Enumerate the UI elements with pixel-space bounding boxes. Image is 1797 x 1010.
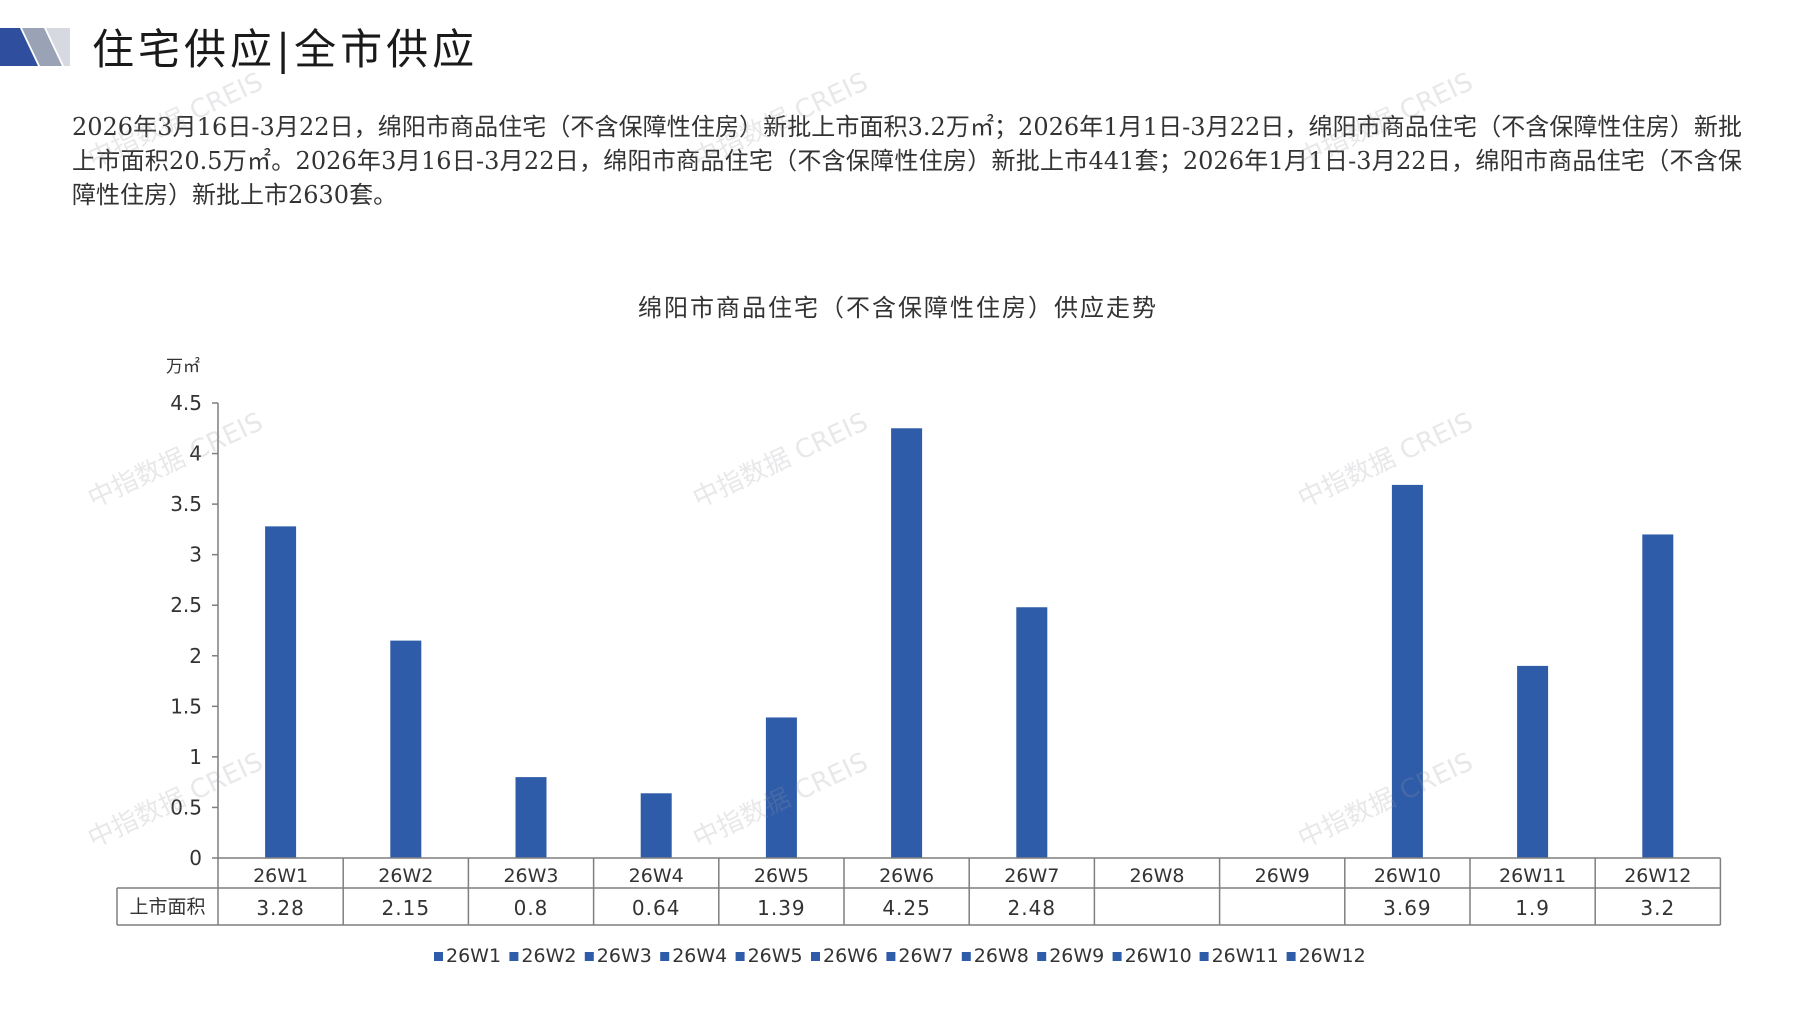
y-axis-unit-label: 万㎡: [166, 357, 200, 377]
bar-26w2: [390, 640, 422, 858]
chart-title: 绵阳市商品住宅（不含保障性住房）供应走势: [638, 294, 1158, 322]
data-label: 2.48: [1008, 896, 1057, 920]
legend-swatch: [1199, 952, 1209, 961]
bar-26w3: [515, 777, 547, 858]
data-label: 3.69: [1383, 896, 1432, 920]
table-series-label: 上市面积: [129, 896, 205, 918]
bar-26w5: [765, 717, 797, 858]
bar-26w12: [1642, 534, 1674, 858]
legend-entry: 26W6: [823, 945, 878, 967]
legend-entry: 26W7: [898, 945, 953, 967]
legend-swatch: [1286, 952, 1296, 961]
legend-swatch: [660, 952, 670, 961]
brand-logo-icon: [0, 28, 70, 66]
y-tick-label: 0.5: [170, 795, 202, 819]
y-tick-label: 3.5: [170, 492, 202, 516]
bar-26w11: [1517, 665, 1549, 858]
legend-swatch: [886, 952, 896, 961]
x-tick-label: 26W7: [1004, 865, 1059, 887]
legend-entry: 26W5: [748, 945, 803, 967]
legend-entry: 26W1: [446, 945, 501, 967]
legend-swatch: [811, 952, 820, 961]
page-title: 住宅供应|全市供应: [92, 25, 479, 74]
y-tick-label: 1: [189, 745, 202, 769]
legend-swatch: [584, 952, 594, 961]
y-tick-label: 2.5: [170, 593, 202, 617]
data-label: 1.9: [1515, 896, 1550, 920]
x-tick-label: 26W1: [253, 865, 308, 887]
data-label: 4.25: [882, 896, 931, 920]
legend-entry: 26W8: [974, 945, 1029, 967]
bar-26w10: [1391, 484, 1423, 858]
legend-swatch: [434, 952, 443, 961]
y-tick-label: 2: [189, 644, 202, 668]
legend-entry: 26W2: [521, 945, 576, 967]
x-tick-label: 26W10: [1374, 865, 1441, 887]
legend-swatch: [509, 952, 519, 961]
data-label: 3.28: [256, 896, 305, 920]
x-tick-label: 26W12: [1624, 865, 1691, 887]
data-label: 0.8: [514, 896, 549, 920]
legend-swatch: [1112, 952, 1122, 961]
data-label: 3.2: [1640, 896, 1675, 920]
legend-entry: 26W11: [1212, 945, 1279, 967]
y-tick-label: 0: [189, 846, 202, 870]
y-tick-label: 4.5: [170, 391, 202, 415]
legend-entry: 26W3: [597, 945, 652, 967]
y-tick-label: 4: [189, 442, 202, 466]
legend-swatch: [735, 952, 745, 961]
legend-entry: 26W12: [1299, 945, 1366, 967]
y-tick-label: 1.5: [170, 694, 202, 718]
bar-26w1: [265, 526, 297, 858]
legend-swatch: [1037, 952, 1047, 961]
x-tick-label: 26W4: [629, 865, 684, 887]
x-tick-label: 26W9: [1255, 865, 1310, 887]
legend-entry: 26W9: [1049, 945, 1104, 967]
header: 住宅供应|全市供应: [0, 0, 1797, 100]
data-label: 0.64: [632, 896, 681, 920]
legend-swatch: [961, 952, 971, 961]
x-tick-label: 26W11: [1499, 865, 1566, 887]
summary-text: 2026年3月16日-3月22日，绵阳市商品住宅（不含保障性住房）新批上市面积3…: [72, 113, 1742, 209]
x-tick-label: 26W3: [503, 865, 558, 887]
bar-26w6: [891, 428, 923, 858]
x-tick-label: 26W6: [879, 865, 934, 887]
data-label: 2.15: [382, 896, 431, 920]
x-tick-label: 26W5: [754, 865, 809, 887]
legend-entry: 26W4: [672, 945, 727, 967]
x-tick-label: 26W8: [1129, 865, 1184, 887]
x-tick-label: 26W2: [378, 865, 433, 887]
data-label: 1.39: [757, 896, 806, 920]
legend-entry: 26W10: [1125, 945, 1192, 967]
bar-26w4: [640, 793, 672, 858]
bar-26w7: [1016, 607, 1048, 858]
y-tick-label: 3: [189, 543, 202, 567]
